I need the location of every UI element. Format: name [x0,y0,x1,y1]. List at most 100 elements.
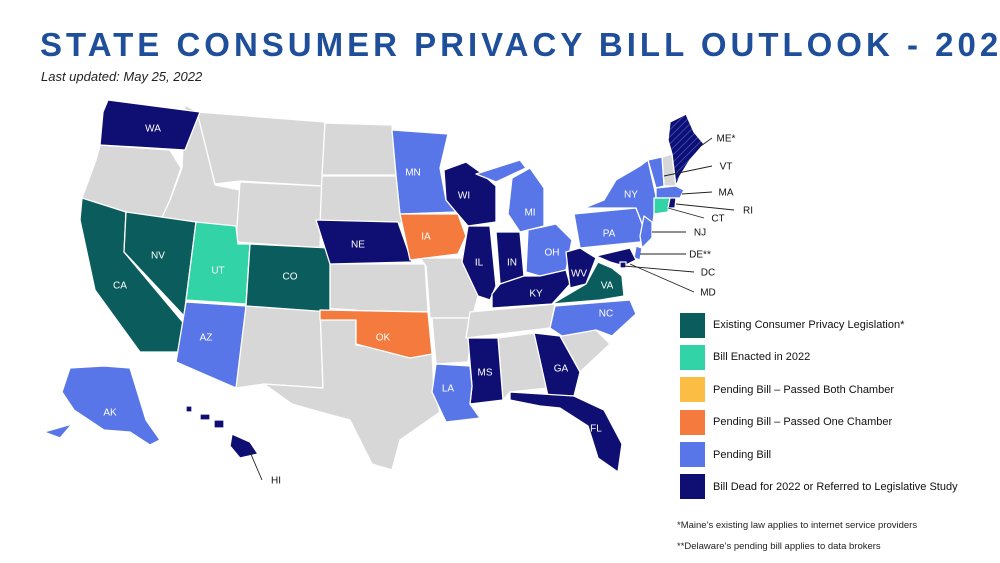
last-updated: Last updated: May 25, 2022 [41,69,203,84]
legend: Existing Consumer Privacy Legislation* Bi… [680,312,958,506]
state-TN [465,303,556,339]
state-RI [667,197,677,209]
state-label-oh: OH [545,248,560,259]
state-label-ct: CT [711,214,724,225]
state-FL [509,391,623,473]
state-label-vt: VT [720,162,733,173]
state-KS [329,263,429,313]
state-CT [653,197,671,215]
state-label-ms: MS [478,368,493,379]
state-label-in: IN [507,258,517,269]
state-label-mi: MI [524,208,535,219]
leader-line-ct [667,207,705,219]
legend-item-pending: Pending Bill [680,442,958,468]
state-MT [196,111,326,187]
state-label-wi: WI [458,191,470,202]
leader-line-hi [249,451,263,481]
state-GA [533,332,581,397]
legend-label: Bill Dead for 2022 or Referred to Legisl… [713,480,958,493]
state-label-va: VA [601,281,614,292]
legend-swatch [680,442,705,468]
legend-swatch [680,409,705,435]
state-label-ok: OK [376,333,391,344]
leader-line-ri [675,203,735,211]
state-label-dc: DC [701,268,715,279]
state-label-ky: KY [529,289,543,300]
legend-swatch [680,344,705,370]
state-label-ny: NY [624,190,638,201]
state-WY [235,181,323,249]
state-label-de: DE** [689,250,711,261]
legend-label: Bill Enacted in 2022 [713,351,811,364]
state-label-il: IL [475,258,484,269]
state-label-ia: IA [421,232,431,243]
state-label-md: MD [700,288,716,299]
state-VT [647,156,665,189]
leader-line-dc [623,265,695,273]
legend-item-dead: Bill Dead for 2022 or Referred to Legisl… [680,474,958,500]
leader-line-me [697,137,713,149]
state-IA [399,213,467,261]
state-ND [321,122,397,176]
state-IL [461,225,497,301]
legend-swatch [680,312,705,338]
state-HI [185,405,259,459]
state-label-ga: GA [554,364,569,375]
legend-label: Existing Consumer Privacy Legislation* [713,319,905,331]
state-label-ri: RI [743,206,753,217]
leader-line-ma [681,191,713,195]
state-VA [551,261,625,305]
state-label-me: ME* [717,134,736,145]
footnote-maine: *Maine’s existing law applies to interne… [677,520,918,531]
state-label-nj: NJ [694,228,706,239]
state-NJ [639,215,653,249]
state-label-wa: WA [145,124,161,135]
legend-label: Pending Bill – Passed Both Chamber [713,383,894,396]
state-MA [655,185,685,199]
state-ME [667,113,705,187]
state-LA [431,363,481,423]
leader-line-vt [663,165,713,177]
legend-item-passed-both: Pending Bill – Passed Both Chamber [680,377,958,403]
state-label-nv: NV [151,251,165,262]
state-AK [43,365,161,446]
legend-item-existing: Existing Consumer Privacy Legislation* [680,312,958,338]
state-NC [549,299,637,337]
state-label-pa: PA [603,229,616,240]
state-AZ [175,301,247,389]
state-label-ak: AK [103,408,117,419]
state-label-fl: FL [590,424,602,435]
state-AR [431,317,475,365]
leader-line-md [629,263,695,293]
footnote-delaware: **Delaware’s pending bill applies to dat… [677,541,881,552]
state-label-az: AZ [200,333,213,344]
legend-item-passed-one: Pending Bill – Passed One Chamber [680,409,958,435]
legend-label: Pending Bill [713,448,772,461]
state-label-wv: WV [571,269,587,280]
state-label-ne: NE [351,240,365,251]
state-NM [235,303,324,389]
state-label-la: LA [442,384,455,395]
state-label-ca: CA [113,281,127,292]
state-label-nc: NC [599,309,613,320]
state-NY [583,159,657,235]
page-title: STATE CONSUMER PRIVACY BILL OUTLOOK - 20… [40,26,1000,63]
legend-label: Pending Bill – Passed One Chamber [713,416,893,429]
state-label-mn: MN [405,168,421,179]
state-OK [319,309,433,359]
state-WI [443,161,497,227]
state-NE [315,219,413,265]
state-DE [633,245,643,261]
state-label-ut: UT [211,266,224,277]
state-label-co: CO [283,272,298,283]
legend-swatch [680,474,705,500]
legend-item-enacted: Bill Enacted in 2022 [680,344,958,370]
state-KY [491,269,571,309]
state-DC [619,261,627,269]
legend-swatch [680,377,705,403]
state-label-hi: HI [271,476,281,487]
footnotes: *Maine’s existing law applies to interne… [677,515,917,557]
state-WA [99,99,201,151]
state-label-ma: MA [719,188,734,199]
